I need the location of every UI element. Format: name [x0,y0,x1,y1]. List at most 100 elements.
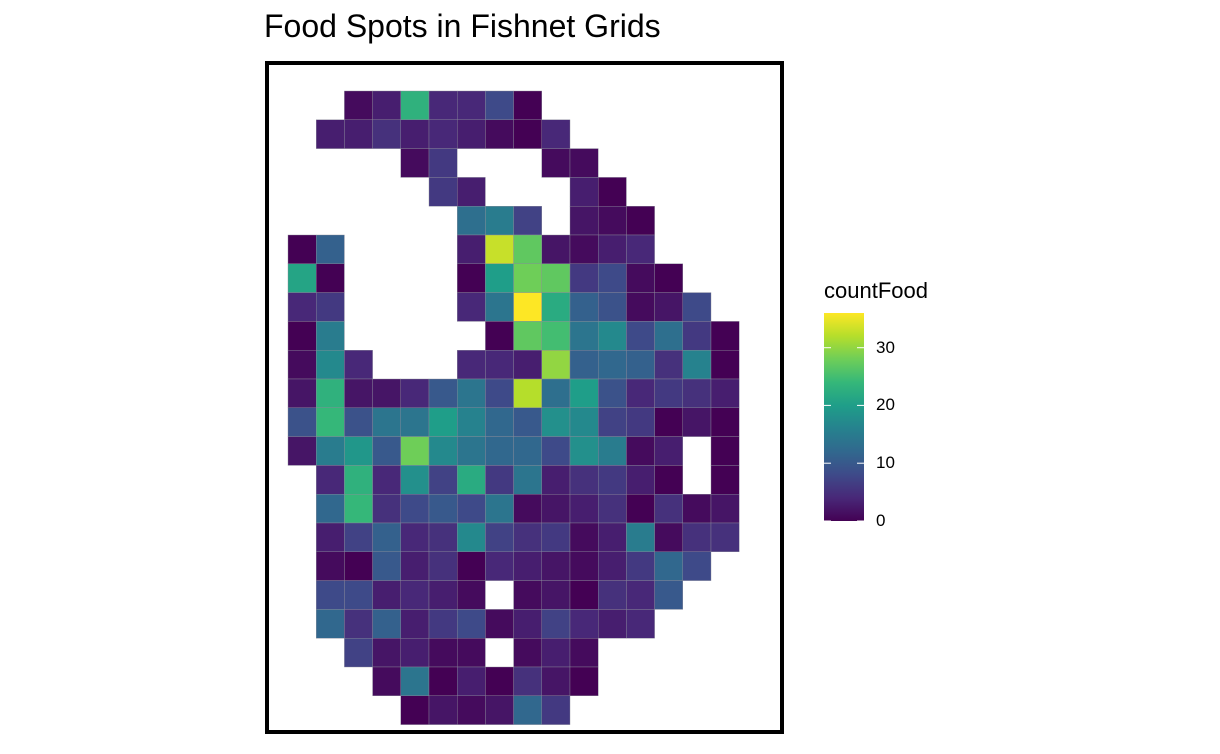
grid-cell [457,522,486,552]
grid-cell [682,522,712,552]
grid-cell [598,321,627,351]
grid-cell [710,465,740,495]
grid-cell [598,465,627,495]
grid-cell [344,494,373,524]
grid-cell [654,407,683,437]
grid-cell [372,407,402,437]
grid-cell [598,292,627,322]
grid-cell [541,263,571,293]
grid-cell [316,580,345,610]
grid-cell [710,378,740,408]
grid-cell [316,263,345,293]
grid-cell [344,638,373,668]
grid-cell [485,90,514,120]
grid-cell [626,292,655,322]
grid-cell [457,177,486,207]
grid-cell [400,407,430,437]
grid-cell [316,551,345,581]
grid-cell [428,148,458,178]
grid-cell [457,263,486,293]
grid-cell [428,609,458,639]
grid-cell [513,436,542,466]
grid-cell [513,263,542,293]
grid-cell [513,580,542,610]
grid-cell [287,263,317,293]
grid-cell [626,580,655,610]
grid-cell [287,321,317,351]
grid-cell [372,378,402,408]
grid-cell [654,551,683,581]
grid-cell [344,436,373,466]
grid-cell [598,205,627,236]
grid-cell [316,494,345,524]
grid-cell [513,234,542,264]
grid-cell [344,522,373,552]
grid-cell [400,666,430,696]
legend-tick-label: 0 [876,511,886,530]
grid-cell [569,234,599,264]
grid-cell [287,436,317,466]
legend-ticks [824,347,864,522]
grid-cell [457,90,486,120]
grid-cell [710,494,740,524]
grid-cell [457,465,486,495]
grid-cell [457,350,486,380]
grid-cell [569,580,599,610]
grid-cell [598,551,627,581]
grid-cell [626,350,655,380]
grid-cell [457,205,486,236]
grid-cell [316,292,345,322]
grid-cell [428,407,458,437]
grid-cell [541,494,571,524]
grid-cell [485,551,514,581]
grid-cell [654,436,683,466]
grid-cell [485,609,514,639]
grid-cell [287,407,317,437]
grid-cell [626,494,655,524]
grid-cell [654,263,683,293]
grid-cell [344,551,373,581]
grid-cell [485,205,514,236]
grid-cell [457,407,486,437]
grid-cell [541,695,571,725]
grid-cell [400,90,430,120]
grid-cell [400,494,430,524]
grid-cell [710,522,740,552]
grid-cell [428,90,458,120]
grid-cell [541,407,571,437]
grid-cell [654,321,683,351]
legend-title: countFood [824,278,928,303]
legend-tick-label: 30 [876,337,895,357]
grid-cell [400,551,430,581]
grid-cell [372,494,402,524]
grid-cell [372,465,402,495]
grid-cell [400,695,430,725]
grid-cell [513,378,542,408]
grid-cell [569,177,599,207]
grid-cell [626,263,655,293]
grid-cell [541,148,571,178]
grid-cell [682,551,712,581]
grid-cell [457,494,486,524]
grid-cell [513,609,542,639]
grid-cell [626,522,655,552]
grid-cell [569,494,599,524]
grid-cell [541,119,571,149]
grid-cell [400,148,430,178]
grid-cell [513,321,542,351]
grid-cell [598,177,627,207]
legend-colorbar [824,313,864,521]
grid-cell [541,638,571,668]
grid-cell [569,551,599,581]
grid-cell [541,436,571,466]
grid-cell [710,407,740,437]
grid-cell [541,666,571,696]
grid-cell [541,321,571,351]
grid-cell [541,350,571,380]
grid-cell [428,580,458,610]
grid-cell [710,350,740,380]
grid-cell [485,407,514,437]
grid-cell [626,378,655,408]
grid-cell [513,666,542,696]
grid-cell [457,292,486,322]
